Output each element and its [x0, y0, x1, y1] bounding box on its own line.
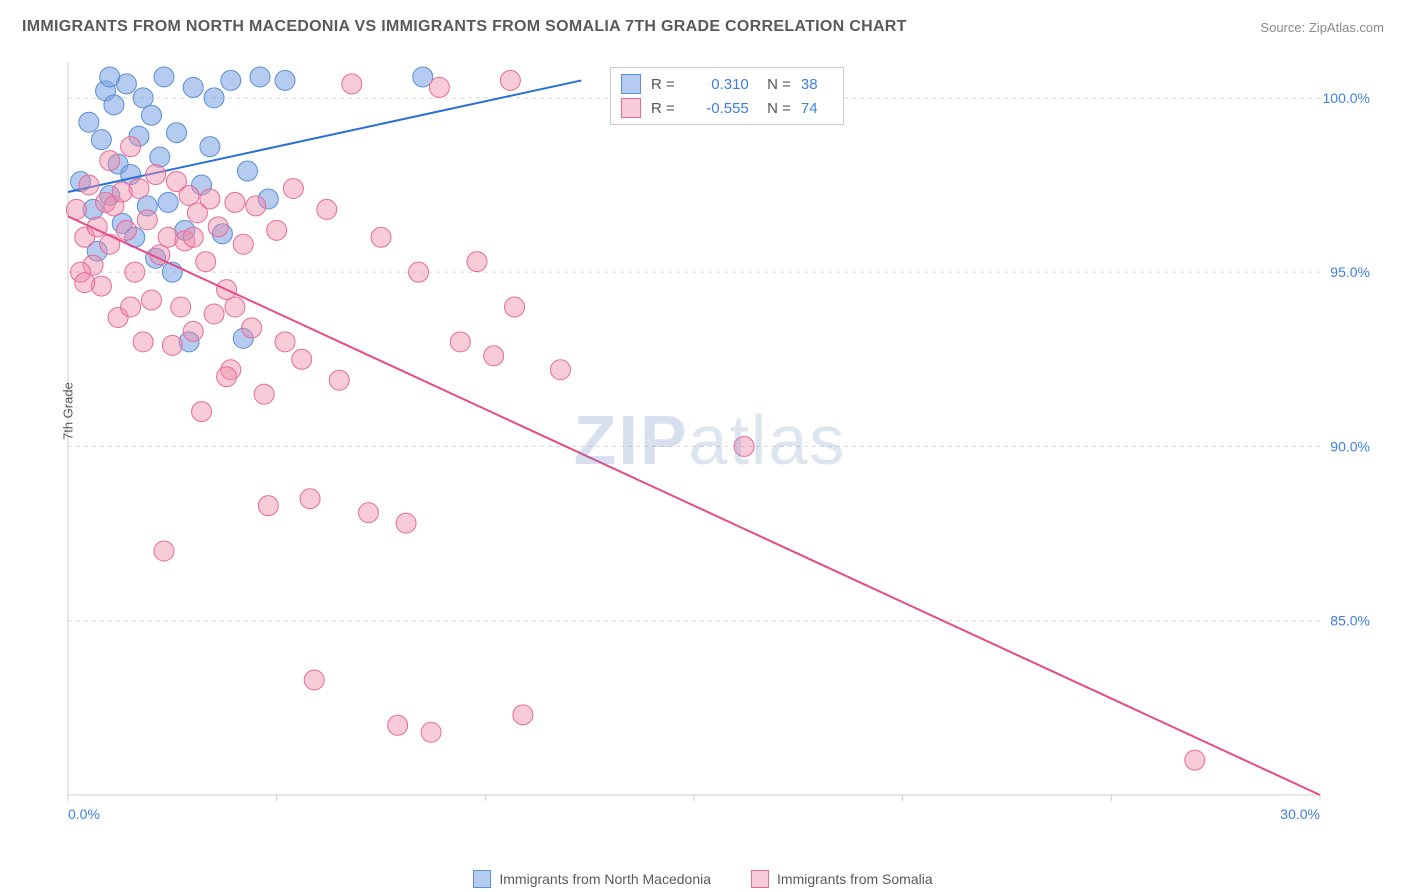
- source-attribution: Source: ZipAtlas.com: [1260, 20, 1384, 35]
- y-axis-label: 7th Grade: [61, 382, 76, 440]
- n-value-somalia: 74: [801, 100, 833, 117]
- chart-svg: 85.0% 90.0% 95.0% 100.0% 0.0% 30.0%: [50, 55, 1370, 825]
- series-swatch-somalia: [751, 870, 769, 888]
- r-value-somalia: -0.555: [685, 100, 749, 117]
- series-swatch-macedonia: [473, 870, 491, 888]
- series-label-somalia: Immigrants from Somalia: [777, 871, 933, 887]
- series-label-macedonia: Immigrants from North Macedonia: [499, 871, 711, 887]
- legend-swatch-macedonia: [621, 74, 641, 94]
- legend-row-macedonia: R = 0.310 N = 38: [621, 72, 833, 96]
- svg-text:95.0%: 95.0%: [1330, 264, 1370, 280]
- source-prefix: Source:: [1260, 20, 1305, 35]
- series-legend-macedonia: Immigrants from North Macedonia: [473, 870, 711, 888]
- n-label: N =: [759, 76, 791, 93]
- chart-area: 7th Grade ZIPatlas 85.0%90.0%95.0%100.0%…: [50, 55, 1370, 825]
- svg-text:0.0%: 0.0%: [68, 806, 100, 822]
- series-legend-somalia: Immigrants from Somalia: [751, 870, 933, 888]
- svg-text:90.0%: 90.0%: [1330, 438, 1370, 454]
- source-link[interactable]: ZipAtlas.com: [1309, 20, 1384, 35]
- legend-row-somalia: R = -0.555 N = 74: [621, 96, 833, 120]
- correlation-legend: R = 0.310 N = 38 R = -0.555 N = 74: [610, 67, 844, 125]
- svg-text:30.0%: 30.0%: [1280, 806, 1320, 822]
- series-legend: Immigrants from North Macedonia Immigrant…: [0, 870, 1406, 888]
- r-label: R =: [651, 76, 675, 93]
- n-label: N =: [759, 100, 791, 117]
- svg-text:100.0%: 100.0%: [1323, 90, 1370, 106]
- r-value-macedonia: 0.310: [685, 76, 749, 93]
- legend-swatch-somalia: [621, 98, 641, 118]
- chart-title: IMMIGRANTS FROM NORTH MACEDONIA VS IMMIG…: [22, 18, 907, 36]
- r-label: R =: [651, 100, 675, 117]
- n-value-macedonia: 38: [801, 76, 833, 93]
- svg-text:85.0%: 85.0%: [1330, 613, 1370, 629]
